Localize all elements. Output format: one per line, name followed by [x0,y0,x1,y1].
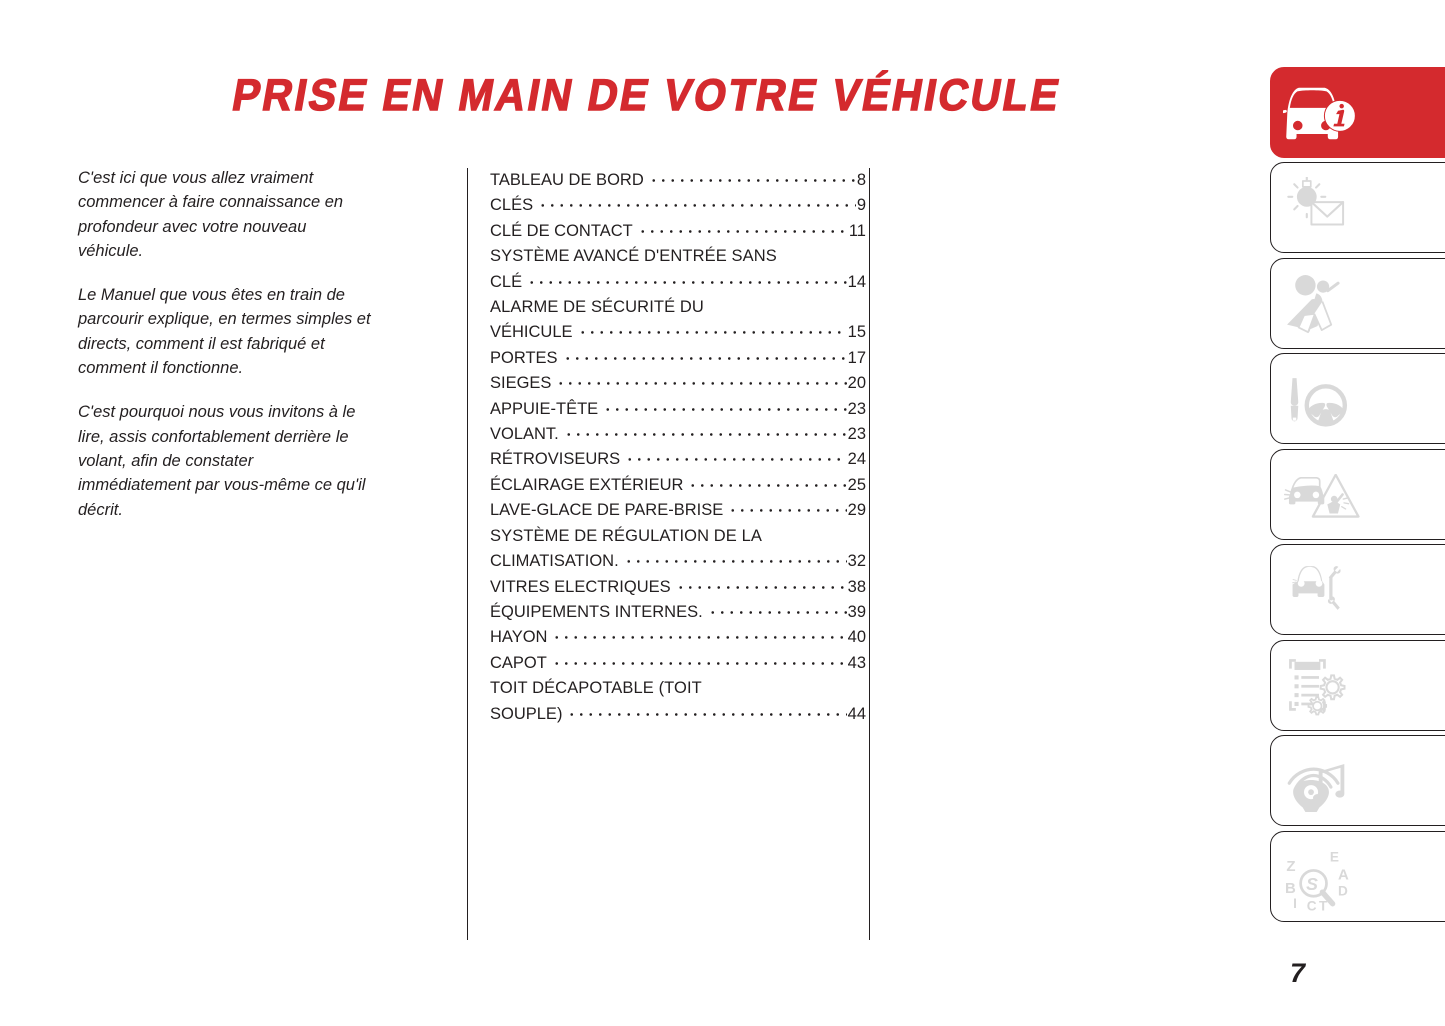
svg-text:E: E [1330,850,1339,865]
svg-text:I: I [1293,896,1297,911]
svg-text:B: B [1285,880,1296,897]
svg-text:D: D [1338,884,1348,899]
svg-text:C: C [1307,899,1317,914]
svg-text:A: A [1338,866,1349,883]
svg-text:Z: Z [1286,858,1295,875]
svg-text:S: S [1306,874,1318,894]
